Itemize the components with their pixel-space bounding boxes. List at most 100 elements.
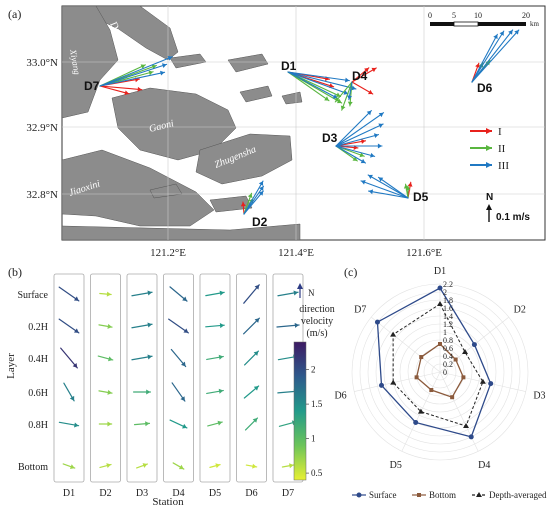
radar-point xyxy=(479,378,486,384)
velocity-arrow xyxy=(205,323,225,329)
lon-tick: 121.4°E xyxy=(278,247,314,259)
current-arrow xyxy=(347,81,353,101)
panel-a-label: (a) xyxy=(8,7,21,21)
station-column-box xyxy=(90,273,121,483)
panel-c-label: (c) xyxy=(344,265,357,279)
current-arrow xyxy=(240,201,246,215)
velocity-arrow xyxy=(277,290,299,297)
radar-axis-label: D7 xyxy=(354,304,366,315)
scale-tick: 10 xyxy=(474,11,482,20)
velocity-arrow xyxy=(276,322,300,328)
radar-tick: 0.2 xyxy=(443,360,453,369)
velocity-arrow xyxy=(207,420,223,427)
velocity-arrow xyxy=(169,419,188,429)
station-label: D6 xyxy=(477,81,493,95)
radar-legend-label: Bottom xyxy=(429,490,456,500)
lon-tick: 121.6°E xyxy=(406,247,442,259)
station-column-box xyxy=(53,273,85,483)
station-tick: D1 xyxy=(63,488,75,499)
current-arrow xyxy=(335,143,383,149)
velocity-arrow xyxy=(98,421,113,427)
radar-tick: 0 xyxy=(443,368,447,377)
velocity-arrow xyxy=(131,322,153,329)
current-arrow xyxy=(99,85,130,96)
velocity-arrow xyxy=(243,317,260,335)
current-arrow xyxy=(471,29,520,83)
x-axis-title: Station xyxy=(152,496,184,508)
station-label: D3 xyxy=(322,131,338,145)
velocity-arrow xyxy=(131,354,153,361)
map-legend: I II III xyxy=(470,126,509,172)
north-label: N xyxy=(486,192,493,203)
radar-ticks: 00.20.40.60.811.21.41.61.822.2 xyxy=(443,280,453,377)
scale-bar: 0 5 10 20 km xyxy=(428,11,540,28)
velocity-arrow xyxy=(133,421,151,427)
velocity-arrow xyxy=(170,348,187,368)
current-arrow xyxy=(287,71,349,95)
velocity-arrow xyxy=(62,463,76,470)
radar-series-line xyxy=(392,303,484,427)
layer-tick: Surface xyxy=(17,290,48,301)
lat-tick: 32.8°N xyxy=(26,189,58,201)
colorbar-tick: 2 xyxy=(311,365,316,375)
lat-tick: 32.9°N xyxy=(26,122,58,134)
radar-point xyxy=(429,388,434,393)
velocity-arrow xyxy=(206,388,224,395)
velocity-arrow xyxy=(169,286,188,302)
layer-tick: 0.2H xyxy=(28,322,48,333)
layer-tick: 0.8H xyxy=(28,420,48,431)
current-arrow xyxy=(287,71,357,91)
radar-point xyxy=(390,379,397,385)
colorbar-tick: 0.5 xyxy=(311,468,323,478)
layer-labels: Surface 0.2H 0.4H 0.6H 0.8H Bottom xyxy=(17,290,48,473)
velocity-arrow xyxy=(97,355,114,362)
current-arrow xyxy=(243,190,264,215)
current-arrow xyxy=(99,85,143,92)
legend-label: II xyxy=(498,143,506,155)
y-axis-title: Layer xyxy=(5,353,17,379)
current-arrow xyxy=(335,110,372,147)
radar-tick: 0.6 xyxy=(443,344,453,353)
current-arrow xyxy=(287,71,330,102)
radar-point xyxy=(468,434,474,440)
radar-point xyxy=(471,342,477,348)
radar-axis-label: D2 xyxy=(514,304,526,315)
lon-tick: 121.2°E xyxy=(150,247,186,259)
station-column-box xyxy=(163,273,194,483)
radar-point xyxy=(438,342,442,346)
radar-axis-label: D3 xyxy=(533,391,545,402)
radar-tick: 1.6 xyxy=(443,304,453,313)
velocity-arrows xyxy=(58,284,300,470)
station-tick: D2 xyxy=(99,488,111,499)
station-column-box xyxy=(126,273,158,483)
velocity-arrow xyxy=(98,323,113,329)
station-tick: D3 xyxy=(136,488,148,499)
current-arrow xyxy=(471,33,498,83)
current-arrow xyxy=(367,174,409,199)
velocity-arrow xyxy=(206,354,224,361)
radar-tick: 2 xyxy=(443,288,447,297)
radar-series xyxy=(374,285,494,440)
velocity-arrow xyxy=(60,347,78,369)
radar-point xyxy=(417,408,424,414)
radar-legend-label: Depth-averaged xyxy=(489,490,547,500)
lat-tick: 33.0°N xyxy=(26,57,58,69)
velocity-arrow xyxy=(243,284,260,304)
radar-axis-label: D1 xyxy=(434,266,446,277)
current-arrow xyxy=(99,56,173,87)
scale-tick: 5 xyxy=(452,11,456,20)
current-arrow xyxy=(335,123,384,147)
place-name: Xiyang xyxy=(68,48,83,76)
radar-axis-label: D4 xyxy=(478,460,490,471)
radar-tick: 1.2 xyxy=(443,320,453,329)
velocity-arrow xyxy=(245,463,258,469)
scale-tick: 20 xyxy=(522,11,530,20)
current-arrow xyxy=(351,67,370,83)
station-label: D2 xyxy=(252,215,268,229)
layer-tick: Bottom xyxy=(18,462,48,473)
velocity-arrow xyxy=(168,318,189,334)
radar-legend-label: Surface xyxy=(369,490,396,500)
radar-axis-labels: D1 D2 D3 D4 D5 D6 D7 xyxy=(334,266,545,471)
